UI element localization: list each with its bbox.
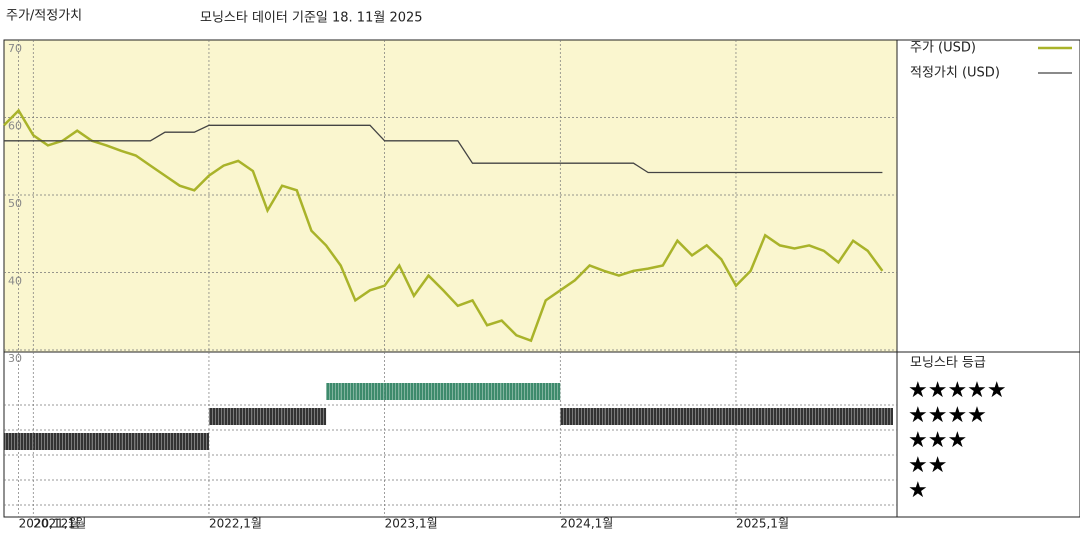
rating-texture (853, 408, 868, 425)
rating-texture (545, 383, 561, 400)
level-label: ★★★ (908, 428, 967, 453)
x-tick-label: 2020,12월 (19, 517, 80, 531)
rating-texture (282, 408, 297, 425)
x-tick-label: 2024,1월 (560, 517, 613, 531)
rating-texture (604, 408, 619, 425)
rating-texture (750, 408, 766, 425)
rating-texture (121, 433, 136, 450)
rating-texture (384, 383, 400, 400)
x-tick-label: 2021,1월 (33, 517, 86, 531)
plot-background (4, 40, 897, 352)
rating-texture (413, 383, 429, 400)
rating-title: 모닝스타 등급 (910, 356, 986, 371)
rating-texture (735, 408, 751, 425)
rating-texture (150, 433, 166, 450)
rating-texture (33, 433, 48, 450)
level-label: ★★★★ (908, 403, 987, 428)
rating-texture (706, 408, 722, 425)
rating-texture (867, 408, 883, 425)
rating-texture (91, 433, 107, 450)
rating-texture (692, 408, 707, 425)
rating-texture (340, 383, 356, 400)
rating-texture (179, 433, 195, 450)
level-label: ★ (908, 478, 928, 503)
rating-texture (252, 408, 268, 425)
y-tick-label: 70 (8, 42, 22, 55)
rating-texture (662, 408, 678, 425)
rating-texture (633, 408, 649, 425)
x-tick-label: 2022,1월 (209, 517, 262, 531)
rating-texture (77, 433, 92, 450)
rating-texture (531, 383, 546, 400)
rating-texture (794, 408, 810, 425)
rating-texture (472, 383, 488, 400)
y-tick-label: 60 (8, 120, 22, 133)
rating-texture (501, 383, 517, 400)
rating-texture (721, 408, 736, 425)
rating-texture (238, 408, 253, 425)
rating-texture (487, 383, 502, 400)
rating-texture (648, 408, 663, 425)
rating-texture (326, 383, 341, 400)
rating-texture (428, 383, 444, 400)
rating-texture (135, 433, 151, 450)
rating-texture (765, 408, 780, 425)
series-line (3, 108, 884, 343)
series-line (4, 124, 883, 174)
rating-texture (223, 408, 239, 425)
rating-texture (823, 408, 839, 425)
rating-texture (560, 408, 575, 425)
y-tick-label: 50 (8, 197, 22, 210)
rating-texture (516, 383, 532, 400)
y-tick-label: 30 (8, 352, 22, 365)
rating-texture (677, 408, 693, 425)
x-tick-label: 2025,1월 (736, 517, 789, 531)
rating-texture (457, 383, 473, 400)
rating-texture (882, 408, 893, 425)
rating-texture (208, 408, 224, 425)
rating-texture (18, 433, 34, 450)
level-label: ★★★★★ (908, 378, 1007, 403)
y-tick-label: 40 (8, 275, 22, 288)
rating-texture (267, 408, 283, 425)
rating-texture (355, 383, 370, 400)
level-label: ★★ (908, 453, 947, 478)
rating-texture (399, 383, 414, 400)
rating-texture (194, 433, 209, 450)
rating-texture (574, 408, 590, 425)
rating-texture (106, 433, 122, 450)
chart-subtitle: 모닝스타 데이터 기준일 18. 11월 2025 (200, 11, 423, 26)
rating-texture (809, 408, 824, 425)
rating-texture (443, 383, 458, 400)
rating-texture (369, 383, 385, 400)
rating-texture (311, 408, 327, 425)
rating-texture (62, 433, 78, 450)
rating-texture (47, 433, 63, 450)
legend-label: 적정가치 (USD) (910, 66, 1000, 81)
x-tick-label: 2023,1월 (385, 517, 438, 531)
frame (3, 39, 1080, 518)
rating-texture (779, 408, 795, 425)
chart-title: 주가/적정가치 (6, 9, 82, 24)
legend-label: 주가 (USD) (910, 41, 976, 56)
rating-texture (296, 408, 312, 425)
rating-texture (4, 433, 19, 450)
rating-texture (589, 408, 605, 425)
rating-texture (165, 433, 180, 450)
rating-texture (618, 408, 634, 425)
rating-texture (838, 408, 854, 425)
